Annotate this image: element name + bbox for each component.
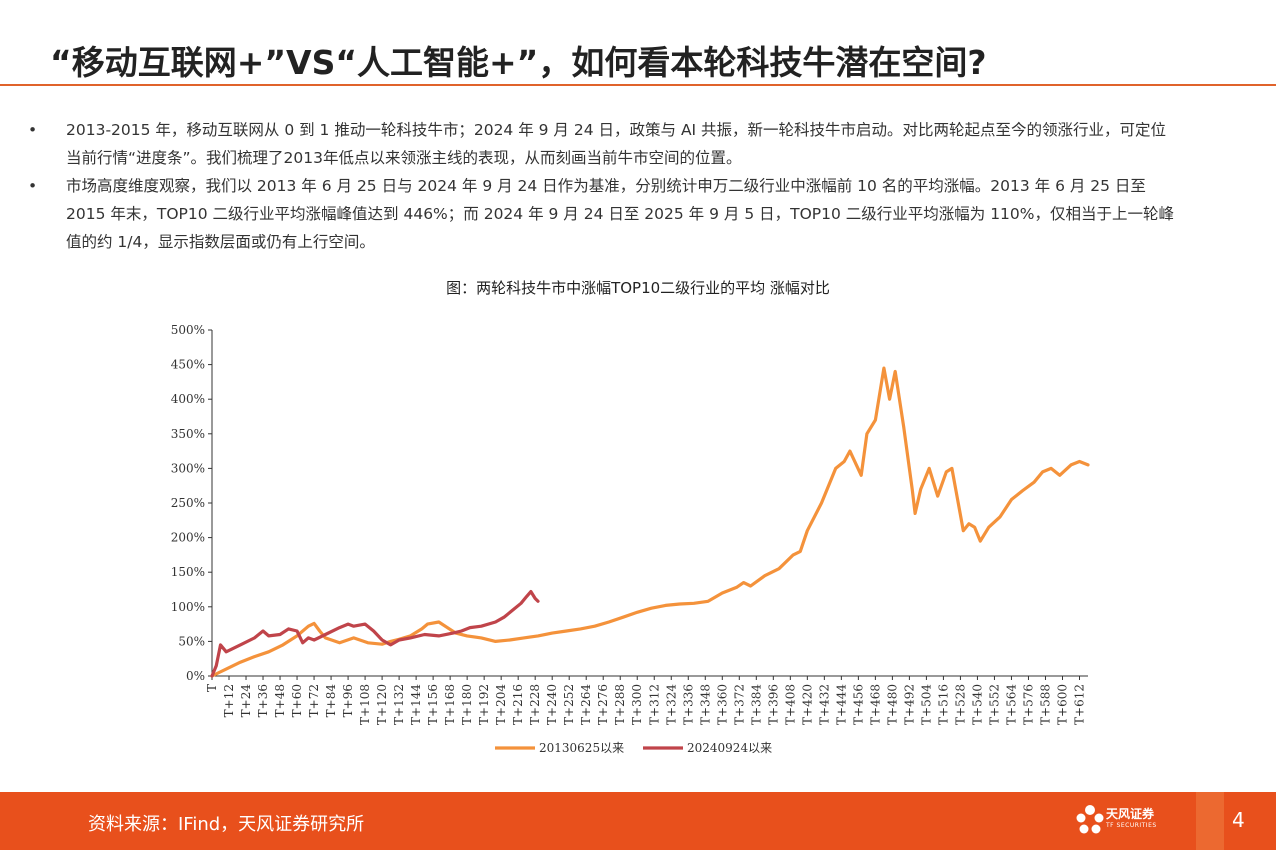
y-tick-label: 500%	[171, 323, 205, 337]
legend-label: 20130625以来	[539, 741, 624, 755]
x-tick-label: T+528	[953, 684, 967, 725]
series-line-2	[210, 590, 540, 678]
x-tick-label: T+360	[715, 684, 729, 725]
x-tick-label: T+336	[681, 684, 695, 725]
x-tick-label: T+180	[460, 684, 474, 725]
x-tick-label: T+612	[1072, 684, 1086, 725]
x-tick-label: T+492	[902, 684, 916, 725]
x-tick-label: T+564	[1004, 684, 1018, 725]
x-tick-label: T+12	[222, 684, 236, 717]
y-tick-label: 50%	[178, 634, 205, 648]
x-tick-label: T	[205, 684, 219, 692]
x-tick-label: T+384	[749, 684, 763, 725]
x-tick-label: T+84	[324, 684, 338, 718]
y-tick-label: 100%	[171, 600, 205, 614]
bullet-line: 市场高度维度观察，我们以 2013 年 6 月 25 日与 2024 年 9 月…	[66, 177, 1146, 195]
bullet-item: • 市场高度维度观察，我们以 2013 年 6 月 25 日与 2024 年 9…	[28, 172, 1248, 256]
page-number: 4	[1232, 808, 1245, 832]
bullet-marker: •	[28, 177, 38, 195]
x-tick-label: T+192	[477, 684, 491, 725]
x-tick-label: T+108	[358, 684, 372, 725]
x-tick-label: T+276	[596, 684, 610, 725]
bullet-list: • 2013-2015 年，移动互联网从 0 到 1 推动一轮科技牛市；2024…	[28, 116, 1248, 256]
x-tick-label: T+324	[664, 684, 678, 725]
x-tick-label: T+288	[613, 684, 627, 725]
x-tick-label: T+156	[426, 684, 440, 725]
bullet-line: 2013-2015 年，移动互联网从 0 到 1 推动一轮科技牛市；2024 年…	[66, 121, 1167, 139]
x-tick-label: T+132	[392, 684, 406, 725]
x-tick-label: T+168	[443, 684, 457, 725]
x-tick-label: T+144	[409, 684, 423, 725]
x-tick-label: T+252	[562, 684, 576, 725]
series-line-1	[210, 366, 1090, 678]
bullet-item: • 2013-2015 年，移动互联网从 0 到 1 推动一轮科技牛市；2024…	[28, 116, 1248, 172]
x-tick-label: T+444	[834, 684, 848, 725]
x-tick-label: T+312	[647, 684, 661, 725]
x-tick-label: T+228	[528, 684, 542, 725]
x-tick-label: T+96	[341, 684, 355, 717]
y-tick-label: 0%	[186, 669, 205, 683]
x-tick-label: T+552	[987, 684, 1001, 725]
bullet-line: 值的约 1/4，显示指数层面或仍有上行空间。	[66, 233, 375, 251]
y-tick-label: 300%	[171, 461, 205, 475]
x-tick-label: T+408	[783, 684, 797, 725]
x-tick-label: T+576	[1021, 684, 1035, 725]
figure-caption: 图：两轮科技牛市中涨幅TOP10二级行业的平均 涨幅对比	[446, 279, 830, 297]
x-tick-label: T+120	[375, 684, 389, 725]
x-tick-label: T+240	[545, 684, 559, 725]
bullet-line: 2015 年末，TOP10 二级行业平均涨幅峰值达到 446%；而 2024 年…	[66, 205, 1175, 223]
x-tick-label: T+432	[817, 684, 831, 725]
legend-label: 20240924以来	[687, 741, 772, 755]
y-tick-label: 150%	[171, 565, 205, 579]
x-tick-label: T+72	[307, 684, 321, 717]
x-tick-label: T+600	[1055, 684, 1069, 725]
x-tick-label: T+468	[868, 684, 882, 725]
x-tick-label: T+348	[698, 684, 712, 725]
x-tick-label: T+48	[273, 684, 287, 717]
x-tick-label: T+204	[494, 684, 508, 725]
x-tick-label: T+60	[290, 684, 304, 717]
x-tick-label: T+372	[732, 684, 746, 725]
page-number-block	[1196, 792, 1224, 850]
x-tick-label: T+24	[239, 684, 253, 718]
x-tick-label: T+588	[1038, 684, 1052, 725]
x-tick-label: T+216	[511, 684, 525, 725]
y-tick-label: 200%	[171, 531, 205, 545]
page-title: “移动互联网+”VS“人工智能+”，如何看本轮科技牛潜在空间?	[50, 43, 987, 82]
y-tick-label: 250%	[171, 496, 205, 510]
brand-subtitle: TF SECURITIES	[1106, 822, 1157, 829]
x-tick-label: T+300	[630, 684, 644, 725]
bullet-marker: •	[28, 121, 38, 139]
title-divider	[0, 84, 1276, 86]
x-tick-label: T+480	[885, 684, 899, 725]
y-tick-label: 450%	[171, 358, 205, 372]
x-tick-label: T+420	[800, 684, 814, 725]
bullet-line: 当前行情“进度条”。我们梳理了2013年低点以来领涨主线的表现，从而刻画当前牛市…	[66, 149, 742, 167]
line-chart: 0% 50% 100% 150% 200% 250% 300% 350% 400% 450% 500…	[171, 323, 1090, 755]
x-tick-label: T+396	[766, 684, 780, 725]
tf-securities-logo-icon	[1076, 805, 1104, 834]
x-tick-label: T+36	[256, 684, 270, 717]
x-tick-label: T+264	[579, 684, 593, 725]
x-tick-label: T+516	[936, 684, 950, 725]
x-tick-label: T+456	[851, 684, 865, 725]
x-tick-label: T+504	[919, 684, 933, 725]
footer-bar: 资料来源：IFind，天风证券研究所 天风证券 TF SECURITIES 4	[0, 792, 1276, 850]
brand-name: 天风证券	[1106, 807, 1155, 821]
x-tick-label: T+540	[970, 684, 984, 725]
source-note: 资料来源：IFind，天风证券研究所	[88, 814, 365, 835]
y-tick-label: 350%	[171, 427, 205, 441]
y-tick-label: 400%	[171, 392, 205, 406]
